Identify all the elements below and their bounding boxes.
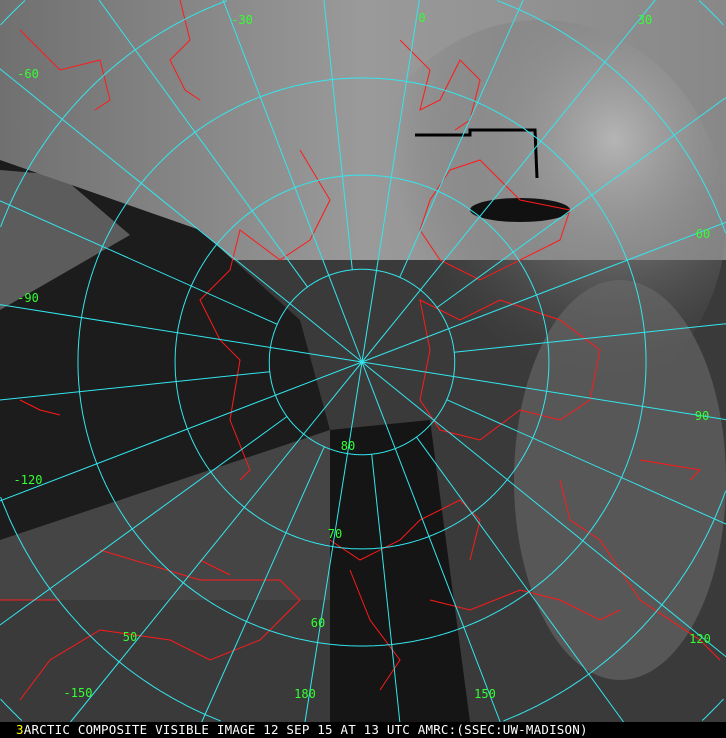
lat-lon-grid [0, 0, 726, 723]
meridian-45 [436, 97, 726, 308]
meridian--150 [70, 361, 363, 723]
longitude-label: 60 [696, 227, 710, 241]
meridian-30 [361, 0, 656, 363]
longitude-label: -150 [64, 686, 93, 700]
longitude-label: 90 [695, 409, 709, 423]
meridian-15 [399, 0, 524, 278]
longitude-label: 30 [638, 13, 652, 27]
latitude-label: 60 [311, 616, 325, 630]
longitude-label: 120 [689, 632, 711, 646]
meridian--105 [0, 371, 270, 401]
latitude-circle-80 [268, 268, 456, 456]
latitude-circle-40 [0, 0, 724, 721]
longitude-label: -120 [14, 473, 43, 487]
meridian-60 [361, 221, 726, 363]
meridian--135 [0, 416, 288, 626]
coastlines [0, 0, 721, 701]
caption-text: ARCTIC COMPOSITE VISIBLE IMAGE 12 SEP 15… [23, 722, 588, 737]
longitude-label: 180 [294, 687, 316, 701]
meridian--60 [0, 68, 363, 363]
meridian--165 [201, 446, 325, 723]
meridian--90 [0, 304, 363, 363]
meridian-150 [361, 361, 501, 723]
longitude-label: 0 [418, 11, 425, 25]
meridian-0 [361, 0, 420, 363]
meridian--30 [222, 0, 363, 363]
latitude-circle-70 [174, 174, 550, 550]
meridian--45 [98, 0, 308, 288]
frame-number: 3 [16, 722, 24, 737]
longitude-label: -90 [17, 291, 39, 305]
latitude-circle-60 [77, 77, 647, 647]
latitude-label: 70 [328, 527, 342, 541]
latitude-circle-50 [0, 0, 726, 722]
meridian--15 [323, 0, 353, 270]
meridian-120 [361, 361, 726, 658]
latitude-label: 80 [341, 439, 355, 453]
longitude-label: -60 [17, 67, 39, 81]
meridian--180 [304, 361, 363, 723]
meridian--120 [0, 361, 363, 502]
meridian-90 [361, 361, 726, 421]
longitude-label: -30 [231, 13, 253, 27]
meridian-165 [371, 454, 401, 723]
meridian-135 [416, 436, 624, 723]
longitude-label: 150 [474, 687, 496, 701]
latitude-label: 50 [123, 630, 137, 644]
image-caption: 3ARCTIC COMPOSITE VISIBLE IMAGE 12 SEP 1… [0, 722, 726, 738]
meridian--75 [0, 200, 278, 325]
meridian-105 [446, 399, 726, 525]
grid-labels: -30 0 30 60 90 120 150 180 -150 -120 -90 -60 80 70 60 5… [14, 11, 711, 701]
meridian-75 [454, 323, 726, 353]
